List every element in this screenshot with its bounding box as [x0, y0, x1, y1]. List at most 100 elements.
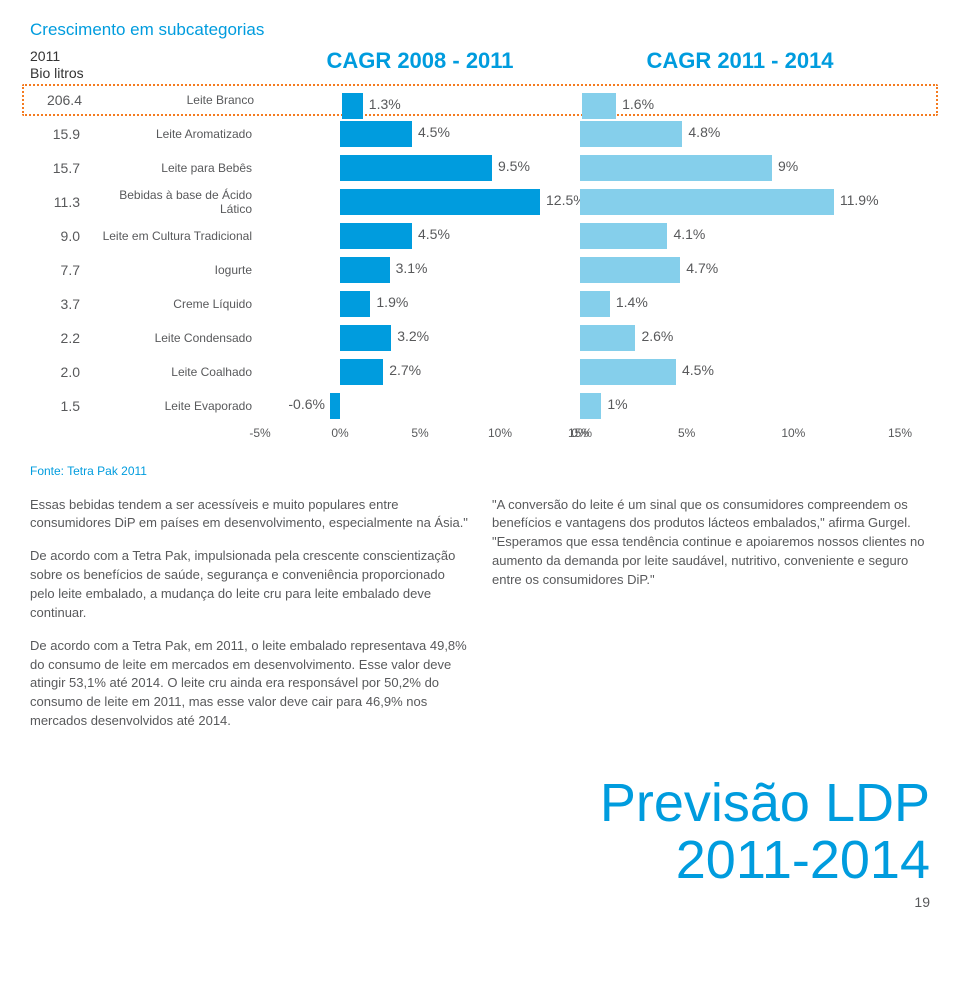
row-category: Leite Aromatizado — [90, 127, 260, 141]
bar-right — [580, 257, 680, 283]
chart-axes: -5%0%5%10%15% 0% 5% 10% 15% — [30, 424, 930, 446]
bar-left — [340, 121, 412, 147]
bar-zone-left: -0.6% — [260, 390, 580, 422]
bar-left-label: 4.5% — [418, 124, 450, 140]
chart-row: 15.7Leite para Bebês9.5%9% — [30, 152, 930, 184]
chart-row: 11.3Bebidas à base de Ácido Lático12.5%1… — [30, 186, 930, 218]
bar-zone-right: 11.9% — [580, 186, 900, 218]
header-year: 2011 — [30, 48, 260, 65]
row-volume: 1.5 — [30, 398, 90, 414]
header-cagr-1: CAGR 2008 - 2011 — [260, 48, 580, 74]
axis-tick: 15% — [888, 426, 912, 440]
chart-header: 2011 Bio litros CAGR 2008 - 2011 CAGR 20… — [30, 48, 930, 82]
row-category: Leite Condensado — [90, 331, 260, 345]
bar-zone-left: 9.5% — [260, 152, 580, 184]
bar-right-label: 4.1% — [673, 226, 705, 242]
chart-row: 206.4Leite Branco 1.3% 1.6% — [22, 84, 938, 116]
bar-zone-right: 1.4% — [580, 288, 900, 320]
axis-tick: 5% — [678, 426, 695, 440]
row-volume: 15.9 — [30, 126, 90, 142]
bar-zone-right: 4.1% — [580, 220, 900, 252]
bar-zone-left: 3.1% — [260, 254, 580, 286]
row-category: Leite em Cultura Tradicional — [90, 229, 260, 243]
axis-right: 0%5%10%15% — [580, 424, 900, 446]
bar-right-label: 1.4% — [616, 294, 648, 310]
row-category: Creme Líquido — [90, 297, 260, 311]
bar-left — [340, 189, 540, 215]
bar-left — [340, 325, 391, 351]
row-volume: 9.0 — [30, 228, 90, 244]
chart-row: 2.2Leite Condensado 3.2% 2.6% — [30, 322, 930, 354]
header-left: 2011 Bio litros — [30, 48, 260, 82]
bar-right — [582, 93, 616, 119]
row-category: Leite Evaporado — [90, 399, 260, 413]
bar-right — [580, 155, 772, 181]
bar-right-label: 1% — [607, 396, 627, 412]
bar-right — [580, 223, 667, 249]
bar-right-label: 4.8% — [688, 124, 720, 140]
bar-left — [340, 223, 412, 249]
body-paragraph: De acordo com a Tetra Pak, impulsionada … — [30, 547, 468, 622]
bar-zone-left: 4.5% — [260, 118, 580, 150]
row-volume: 7.7 — [30, 262, 90, 278]
bar-left-label: 1.9% — [376, 294, 408, 310]
bar-left-label: -0.6% — [288, 396, 325, 412]
chart-row: 9.0Leite em Cultura Tradicional4.5%4.1% — [30, 220, 930, 252]
bar-left-label: 3.2% — [397, 328, 429, 344]
axis-tick: 0% — [331, 426, 348, 440]
big-title-line1: Previsão LDP — [30, 775, 930, 832]
bar-right — [580, 325, 635, 351]
bar-left — [342, 93, 363, 119]
bar-zone-right: 1% — [580, 390, 900, 422]
row-volume: 2.2 — [30, 330, 90, 346]
chart-source: Fonte: Tetra Pak 2011 — [30, 464, 930, 478]
bar-zone-left: 1.9% — [260, 288, 580, 320]
bar-zone-right: 1.6% — [582, 90, 902, 110]
bar-right — [580, 359, 676, 385]
body-col-left: Essas bebidas tendem a ser acessíveis e … — [30, 496, 468, 745]
body-text: Essas bebidas tendem a ser acessíveis e … — [30, 496, 930, 745]
bar-right-label: 1.6% — [622, 96, 654, 112]
bar-left — [340, 291, 370, 317]
bar-zone-left: 12.5% — [260, 186, 580, 218]
big-title-line2: 2011-2014 — [30, 832, 930, 889]
bar-right — [580, 189, 834, 215]
bar-zone-left: 3.2% — [260, 322, 580, 354]
chart-title: Crescimento em subcategorias — [30, 20, 930, 40]
body-paragraph: Essas bebidas tendem a ser acessíveis e … — [30, 496, 468, 534]
chart-row: 2.0Leite Coalhado2.7%4.5% — [30, 356, 930, 388]
bar-zone-right: 4.8% — [580, 118, 900, 150]
row-category: Leite para Bebês — [90, 161, 260, 175]
body-paragraph: "A conversão do leite é um sinal que os … — [492, 496, 930, 590]
bar-zone-left: 1.3% — [262, 90, 582, 110]
bar-zone-right: 4.7% — [580, 254, 900, 286]
bar-left-label: 1.3% — [369, 96, 401, 112]
bar-left — [340, 257, 390, 283]
bar-zone-right: 4.5% — [580, 356, 900, 388]
row-volume: 11.3 — [30, 194, 90, 210]
row-volume: 206.4 — [32, 92, 92, 108]
chart-row: 1.5Leite Evaporado -0.6% 1% — [30, 390, 930, 422]
row-volume: 3.7 — [30, 296, 90, 312]
axis-tick: 10% — [781, 426, 805, 440]
axis-tick: 10% — [488, 426, 512, 440]
page-big-title: Previsão LDP 2011-2014 — [30, 775, 930, 888]
bar-right-label: 4.5% — [682, 362, 714, 378]
bar-left-label: 2.7% — [389, 362, 421, 378]
bar-right — [580, 291, 610, 317]
chart-row: 7.7Iogurte3.1%4.7% — [30, 254, 930, 286]
bar-right-label: 2.6% — [641, 328, 673, 344]
row-category: Leite Branco — [92, 93, 262, 107]
axis-tick: -5% — [249, 426, 270, 440]
bar-left — [340, 359, 383, 385]
page-number: 19 — [30, 894, 930, 910]
axis-tick: 0% — [571, 426, 588, 440]
bar-right-label: 11.9% — [840, 192, 879, 208]
bar-zone-left: 2.7% — [260, 356, 580, 388]
axis-left: -5%0%5%10%15% — [260, 424, 580, 446]
row-volume: 15.7 — [30, 160, 90, 176]
chart-row: 15.9Leite Aromatizado 4.5% 4.8% — [30, 118, 930, 150]
row-category: Iogurte — [90, 263, 260, 277]
row-category: Leite Coalhado — [90, 365, 260, 379]
header-cagr-2: CAGR 2011 - 2014 — [580, 48, 900, 74]
